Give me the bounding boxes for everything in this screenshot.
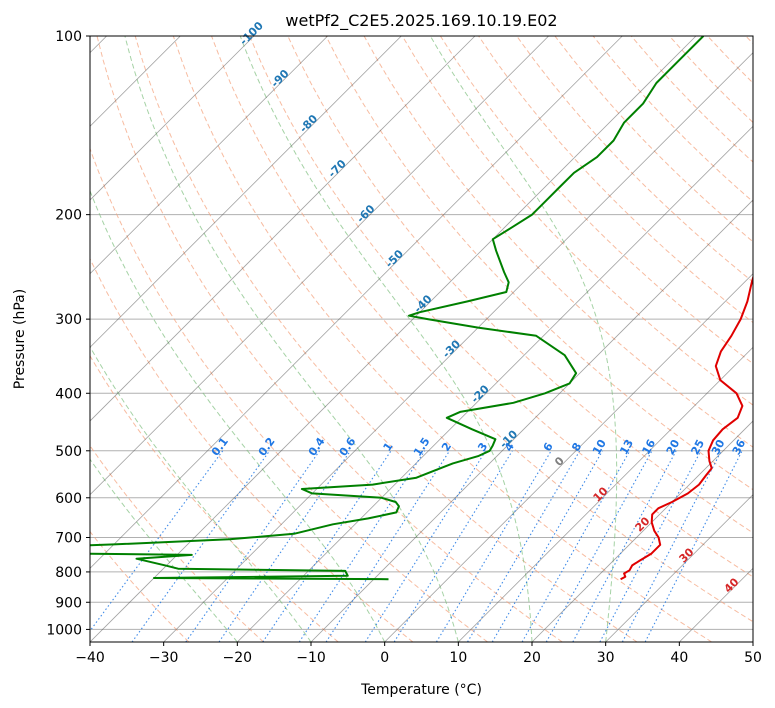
y-tick-label: 1000: [46, 622, 82, 638]
profiles: [90, 36, 753, 581]
y-tick-label: 900: [55, 595, 82, 611]
mixing-ratio-line: [545, 450, 653, 642]
x-tick-label: 10: [449, 650, 467, 666]
mixing-ratio-line: [599, 450, 702, 642]
mixing-ratio-line: [364, 450, 487, 642]
x-tick-label: −40: [75, 650, 105, 666]
x-tick-label: 30: [597, 650, 615, 666]
chart-title: wetPf2_C2E5.2025.169.10.19.E02: [285, 11, 557, 31]
isotherm-line: [90, 36, 549, 496]
isotherm-line: [90, 36, 623, 569]
x-tick-label: −10: [296, 650, 326, 666]
mixing-ratio-label: 36: [730, 437, 749, 457]
dewpoint-profile-line: [90, 36, 705, 581]
temperature-profile-line: [620, 274, 753, 581]
x-tick-label: 50: [744, 650, 762, 666]
isotherm-line: [605, 494, 753, 642]
mixing-ratio-line: [435, 450, 552, 642]
dry-adiabat-line: [96, 36, 563, 642]
plot-frame: [89, 35, 754, 643]
dry-adiabat-line: [172, 36, 712, 642]
isotherm-line: [384, 273, 753, 642]
moist-adiabat-line: [90, 458, 238, 642]
y-tick-label: 700: [55, 531, 82, 547]
mixing-ratio-line: [467, 450, 581, 642]
y-axis-title: Pressure (hPa): [12, 289, 28, 389]
pressure-grid: [90, 36, 753, 630]
x-axis-title: Temperature (°C): [360, 682, 482, 698]
isotherm-line: [90, 36, 402, 348]
dry-adiabat-line: [249, 36, 753, 578]
isotherm-line: [90, 36, 476, 422]
x-tick-label: 20: [523, 650, 541, 666]
mixing-ratio-line: [218, 450, 351, 642]
dry-adiabat-line: [90, 354, 339, 642]
dry-adiabat-line: [90, 530, 190, 642]
moist-adiabat-line: [239, 36, 533, 642]
mixing-ratio-line: [491, 450, 603, 642]
x-tick-label: 0: [380, 650, 389, 666]
dry-adiabat-line: [134, 36, 638, 642]
y-tick-label: 300: [55, 312, 82, 328]
mixing-ratio-line: [185, 450, 321, 642]
y-tick-label: 600: [55, 491, 82, 507]
isotherm-line: [458, 346, 753, 642]
dry-adiabat-line: [439, 36, 753, 365]
y-tick-label: 500: [55, 444, 82, 460]
y-tick-label: 400: [55, 386, 82, 402]
moist-adiabat-line: [124, 36, 459, 642]
isotherm-line: [310, 199, 753, 642]
moist-adiabat-line: [429, 36, 618, 642]
y-tick-label: 800: [55, 565, 82, 581]
y-tick-label: 100: [55, 29, 82, 45]
dry-adiabat-line: [90, 444, 264, 642]
dry-adiabat-line: [90, 147, 488, 642]
dry-adiabat-line: [401, 36, 753, 406]
mixing-ratio-line: [131, 450, 271, 642]
x-axis: −40 −30 −20 −10 0 10 20 30 40 50: [75, 642, 762, 666]
moist-adiabat-line: [90, 189, 386, 642]
isotherm-line: [531, 420, 753, 642]
isotherm-line: [752, 641, 753, 642]
x-tick-label: −30: [149, 650, 179, 666]
dry-adiabat-line: [211, 36, 753, 623]
mixing-ratio-label: 30: [709, 437, 728, 457]
mixing-ratio-label: 25: [688, 437, 707, 457]
isotherm-line: [90, 36, 255, 201]
y-axis: 100 200 300 400 500 600 700 800 900 1000: [46, 29, 90, 638]
mixing-ratio-lines: [90, 450, 743, 642]
dry-adiabat-line: [516, 36, 753, 283]
dry-adiabat-line: [325, 36, 753, 491]
y-tick-label: 200: [55, 208, 82, 224]
x-tick-label: −20: [223, 650, 253, 666]
isotherm-line: [163, 52, 753, 642]
mixing-ratio-line: [572, 450, 677, 642]
isotherm-line: [90, 36, 328, 275]
mixing-ratio-line: [393, 450, 513, 642]
mixing-ratio-line: [521, 450, 631, 642]
x-tick-label: 40: [670, 650, 688, 666]
